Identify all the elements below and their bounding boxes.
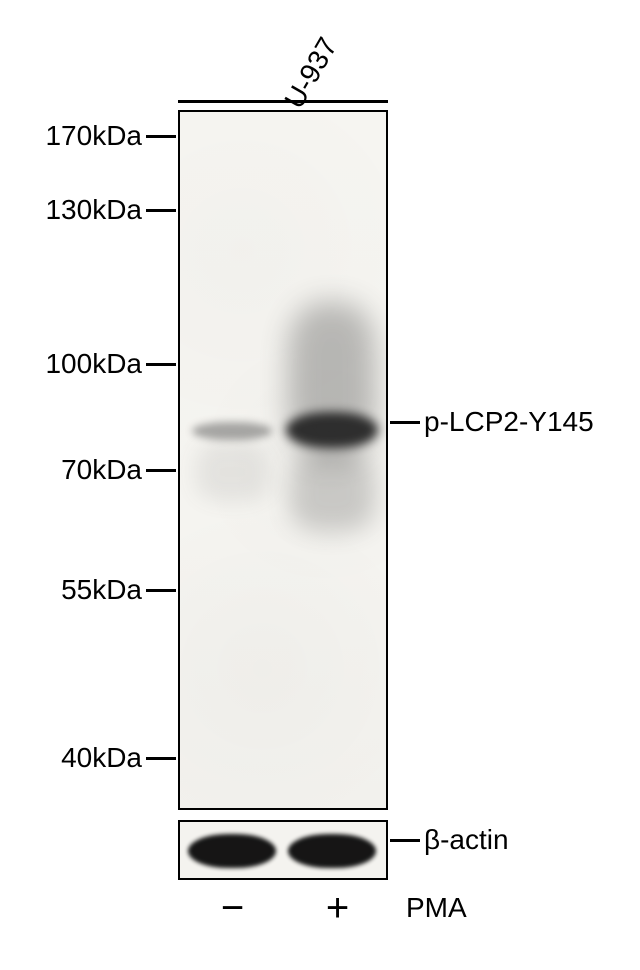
target-label: p-LCP2-Y145 [390,406,594,438]
mw-marker: 70kDa [32,454,176,486]
blot-smear [290,452,375,532]
mw-marker: 55kDa [32,574,176,606]
mw-marker-tick [146,757,176,760]
mw-marker-tick [146,589,176,592]
blot-band [192,422,272,440]
mw-marker-label: 170kDa [32,120,142,152]
target-label-text: p-LCP2-Y145 [424,406,594,438]
mw-marker-tick [146,209,176,212]
blot-band [288,834,376,868]
main-blot-panel [178,110,388,810]
treatment-symbol: + [285,894,390,922]
mw-marker-label: 100kDa [32,348,142,380]
mw-marker-label: 40kDa [32,742,142,774]
treatment-symbol: − [180,894,285,922]
mw-marker-label: 70kDa [32,454,142,486]
mw-marker-tick [146,469,176,472]
mw-marker: 170kDa [32,120,176,152]
mw-marker: 130kDa [32,194,176,226]
target-label-tick [390,421,420,424]
blot-band [188,834,276,868]
target-label-text: β-actin [424,824,509,856]
mw-marker-label: 55kDa [32,574,142,606]
treatment-name: PMA [406,892,467,924]
target-label-tick [390,839,420,842]
mw-marker: 40kDa [32,742,176,774]
mw-marker: 100kDa [32,348,176,380]
blot-smear [288,302,376,462]
treatment-row: −+ PMA [180,892,467,924]
cell-line-bracket [178,100,388,103]
blot-smear [195,442,270,502]
mw-marker-label: 130kDa [32,194,142,226]
mw-marker-tick [146,363,176,366]
actin-blot-panel [178,820,388,880]
target-label: β-actin [390,824,509,856]
mw-marker-tick [146,135,176,138]
